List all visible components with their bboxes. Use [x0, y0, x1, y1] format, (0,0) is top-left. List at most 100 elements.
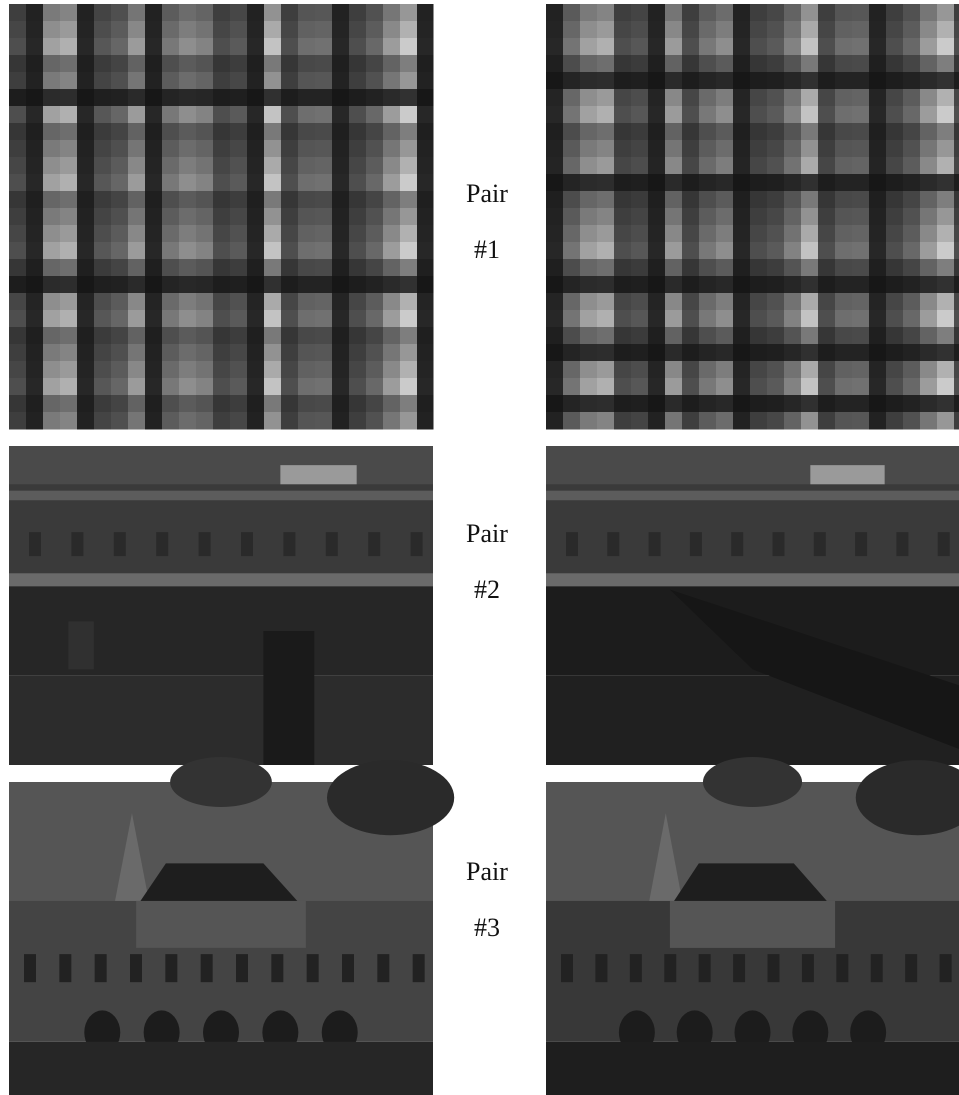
- plaid-cell: [417, 21, 434, 39]
- dark-sky: [170, 757, 272, 807]
- plaid-cell: [886, 344, 904, 362]
- plaid-cell: [801, 123, 819, 141]
- plaid-cell: [648, 140, 666, 158]
- plaid-cell: [682, 106, 700, 124]
- plaid-cell: [162, 378, 180, 396]
- plaid-cell: [9, 191, 27, 209]
- plaid-cell: [886, 140, 904, 158]
- plaid-cell: [281, 174, 299, 192]
- plaid-cell: [784, 327, 802, 345]
- plaid-cell: [383, 174, 401, 192]
- plaid-cell: [230, 38, 248, 56]
- plaid-cell: [247, 106, 265, 124]
- plaid-cell: [111, 225, 129, 243]
- plaid-cell: [614, 123, 632, 141]
- plaid-cell: [597, 191, 615, 209]
- plaid-cell: [43, 412, 61, 430]
- plaid-cell: [648, 191, 666, 209]
- plaid-cell: [9, 140, 27, 158]
- plaid-cell: [383, 208, 401, 226]
- plaid-cell: [60, 412, 78, 430]
- plaid-cell: [43, 89, 61, 107]
- plaid-cell: [869, 344, 887, 362]
- plaid-cell: [128, 38, 146, 56]
- plaid-cell: [264, 174, 282, 192]
- plaid-cell: [400, 378, 418, 396]
- plaid-cell: [298, 412, 316, 430]
- plaid-cell: [903, 412, 921, 430]
- plaid-cell: [699, 106, 717, 124]
- plaid-cell: [315, 174, 333, 192]
- plaid-cell: [196, 208, 214, 226]
- plaid-cell: [196, 55, 214, 73]
- plaid-cell: [903, 395, 921, 413]
- plaid-cell: [128, 89, 146, 107]
- plaid-cell: [631, 174, 649, 192]
- plaid-cell: [784, 412, 802, 430]
- plaid-cell: [818, 259, 836, 277]
- plaid-cell: [315, 225, 333, 243]
- plaid-cell: [94, 378, 112, 396]
- plaid-cell: [563, 157, 581, 175]
- plaid-cell: [264, 327, 282, 345]
- plaid-cell: [111, 123, 129, 141]
- window: [905, 954, 917, 982]
- window: [938, 532, 950, 556]
- plaid-cell: [614, 38, 632, 56]
- plaid-cell: [366, 106, 384, 124]
- plaid-cell: [903, 361, 921, 379]
- plaid-cell: [937, 55, 955, 73]
- plaid-cell: [648, 38, 666, 56]
- plaid-cell: [230, 157, 248, 175]
- plaid-cell: [77, 225, 95, 243]
- plaid-cell: [26, 174, 44, 192]
- plaid-cell: [886, 157, 904, 175]
- plaid-cell: [332, 293, 350, 311]
- plaid-cell: [128, 361, 146, 379]
- plaid-cell: [546, 72, 564, 90]
- plaid-cell: [264, 72, 282, 90]
- plaid-cell: [94, 38, 112, 56]
- plaid-cell: [580, 344, 598, 362]
- plaid-cell: [128, 242, 146, 260]
- plaid-cell: [128, 225, 146, 243]
- plaid-cell: [247, 38, 265, 56]
- plaid-cell: [801, 344, 819, 362]
- plaid-cell: [954, 72, 959, 90]
- plaid-cell: [614, 378, 632, 396]
- plaid-cell: [580, 293, 598, 311]
- plaid-cell: [162, 4, 180, 22]
- plaid-cell: [213, 276, 231, 294]
- plaid-cell: [281, 55, 299, 73]
- upper-facade: [670, 901, 835, 948]
- plaid-cell: [869, 72, 887, 90]
- plaid-cell: [230, 140, 248, 158]
- plaid-cell: [546, 395, 564, 413]
- plaid-cell: [43, 157, 61, 175]
- plaid-cell: [767, 310, 785, 328]
- plaid-cell: [631, 72, 649, 90]
- plaid-cell: [94, 259, 112, 277]
- plaid-cell: [400, 157, 418, 175]
- plaid-cell: [631, 310, 649, 328]
- plaid-cell: [886, 293, 904, 311]
- plaid-cell: [43, 191, 61, 209]
- plaid-cell: [954, 293, 959, 311]
- plaid-cell: [298, 310, 316, 328]
- plaid-cell: [835, 4, 853, 22]
- plaid-cell: [716, 140, 734, 158]
- plaid-cell: [179, 412, 197, 430]
- plaid-cell: [852, 106, 870, 124]
- plaid-cell: [94, 327, 112, 345]
- plaid-cell: [128, 157, 146, 175]
- plaid-cell: [750, 89, 768, 107]
- plaid-cell: [9, 72, 27, 90]
- plaid-cell: [546, 106, 564, 124]
- plaid-cell: [835, 174, 853, 192]
- plaid-cell: [903, 378, 921, 396]
- plaid-cell: [213, 123, 231, 141]
- plaid-cell: [750, 140, 768, 158]
- plaid-cell: [247, 242, 265, 260]
- plaid-cell: [580, 140, 598, 158]
- plaid-cell: [597, 259, 615, 277]
